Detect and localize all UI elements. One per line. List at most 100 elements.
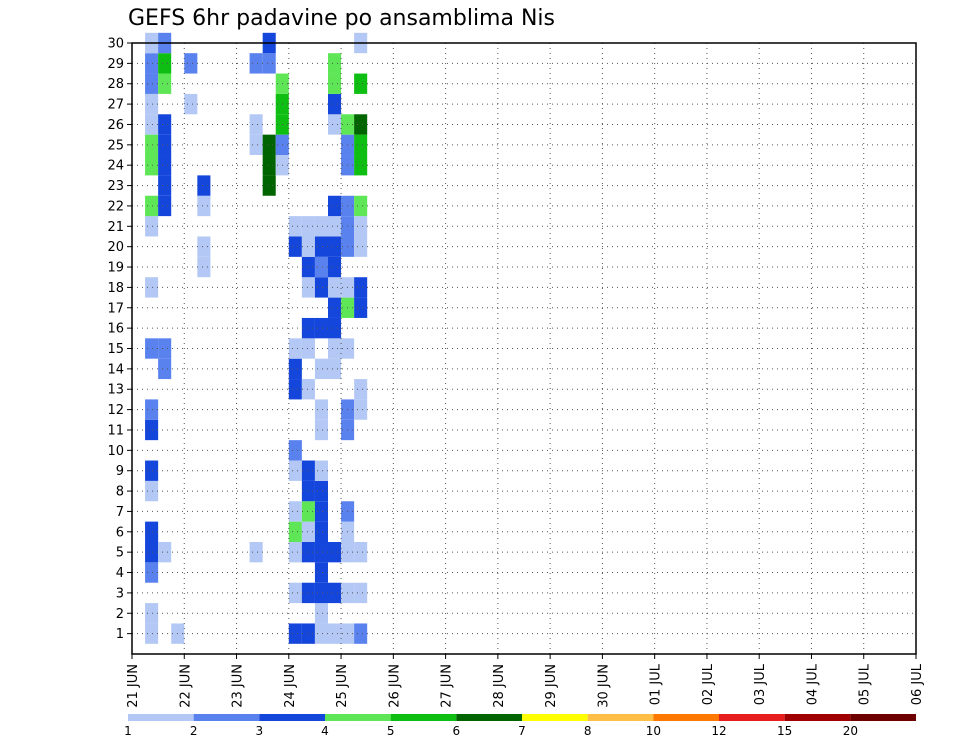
heatmap-cell: [328, 358, 342, 380]
heatmap-cell: [301, 338, 315, 359]
heatmap-cell: [328, 195, 342, 217]
heatmap-cell: [328, 541, 342, 563]
legend-swatch: [128, 714, 194, 721]
heatmap-cell: [354, 399, 368, 420]
y-tick-label: 4: [116, 566, 124, 581]
heatmap-cell: [197, 236, 211, 257]
legend-label: 4: [321, 724, 329, 738]
legend-label: 1: [124, 724, 132, 738]
heatmap-cell: [314, 216, 328, 237]
heatmap-cell: [301, 480, 315, 502]
heatmap-cell: [301, 317, 315, 339]
heatmap-cell: [301, 501, 315, 522]
heatmap-cells: [145, 32, 368, 644]
legend-swatch: [456, 714, 522, 721]
heatmap-cell: [184, 93, 198, 115]
x-tick-label: 26 JUN: [387, 664, 402, 708]
heatmap-cell: [262, 155, 276, 176]
heatmap-cell: [314, 358, 328, 380]
heatmap-cell: [145, 399, 159, 420]
heatmap-cell: [197, 195, 211, 217]
heatmap-cell: [288, 501, 302, 522]
legend-label: 12: [711, 724, 726, 738]
heatmap-cell: [314, 582, 328, 604]
heatmap-cell: [145, 277, 159, 298]
y-tick-label: 23: [107, 179, 124, 194]
chart-title: GEFS 6hr padavine po ansamblima Nis: [128, 6, 555, 31]
legend-swatch: [259, 714, 325, 721]
x-axis: 21 JUN 22 JUN 23 JUN 24 JUN 25 JUN 26 JUN 27 J…: [126, 654, 925, 708]
heatmap-cell: [301, 236, 315, 257]
heatmap-cell: [314, 277, 328, 298]
heatmap-cell: [288, 623, 302, 644]
legend-swatch: [653, 714, 719, 721]
heatmap-cell: [158, 114, 172, 135]
heatmap-cell: [262, 175, 276, 196]
heatmap-cell: [328, 582, 342, 604]
legend-label: 8: [584, 724, 592, 738]
heatmap-cell: [288, 338, 302, 359]
heatmap-cell: [328, 93, 342, 115]
heatmap-cell: [328, 317, 342, 339]
heatmap-cell: [314, 521, 328, 542]
y-tick-label: 14: [107, 362, 124, 377]
y-tick-label: 17: [107, 301, 124, 316]
heatmap-cell: [328, 623, 342, 644]
heatmap-cell: [354, 379, 368, 400]
heatmap-cell: [197, 175, 211, 196]
legend-swatch: [522, 714, 588, 721]
heatmap-cell: [314, 501, 328, 522]
heatmap-cell: [301, 277, 315, 298]
legend-swatch: [390, 714, 457, 721]
legend-swatch: [784, 714, 851, 721]
x-tick-label: 22 JUN: [178, 664, 193, 708]
y-tick-label: 5: [116, 546, 124, 561]
heatmap-cell: [314, 460, 328, 481]
heatmap-cell: [249, 114, 263, 135]
heatmap-cell: [158, 338, 172, 359]
x-tick-label: 04 JUL: [805, 663, 820, 705]
heatmap-cell: [288, 521, 302, 542]
x-tick-label: 28 JUN: [492, 664, 507, 708]
y-tick-label: 18: [107, 281, 124, 296]
heatmap-cell: [328, 338, 342, 359]
heatmap-cell: [145, 460, 159, 481]
heatmap-cell: [301, 379, 315, 400]
heatmap-cell: [301, 460, 315, 481]
x-tick-label: 25 JUN: [335, 664, 350, 708]
heatmap-cell: [354, 582, 368, 604]
heatmap-cell: [262, 134, 276, 156]
heatmap-cell: [354, 216, 368, 237]
heatmap-cell: [314, 419, 328, 441]
y-tick-label: 28: [107, 77, 124, 92]
heatmap-cell: [158, 134, 172, 156]
heatmap-cell: [197, 256, 211, 278]
heatmap-cell: [249, 134, 263, 156]
heatmap-cell: [354, 236, 368, 257]
heatmap-cell: [288, 358, 302, 380]
heatmap-cell: [158, 195, 172, 217]
y-tick-label: 7: [116, 505, 124, 520]
heatmap-cell: [145, 541, 159, 563]
y-axis: 1234567891011121314151617181920212223242…: [107, 37, 132, 642]
heatmap-cell: [301, 623, 315, 644]
heatmap-cell: [301, 256, 315, 278]
legend-label: 3: [256, 724, 264, 738]
heatmap-cell: [249, 53, 263, 74]
heatmap-cell: [314, 317, 328, 339]
heatmap-cell: [328, 216, 342, 237]
heatmap-cell: [158, 541, 172, 563]
x-tick-label: 21 JUN: [126, 664, 141, 708]
x-tick-label: 05 JUL: [858, 663, 873, 705]
heatmap-cell: [288, 216, 302, 237]
heatmap-cell: [145, 134, 159, 156]
heatmap-cell: [301, 582, 315, 604]
y-tick-label: 21: [107, 220, 124, 235]
legend-label: 20: [843, 724, 858, 738]
heatmap-cell: [354, 134, 368, 156]
y-tick-label: 16: [107, 322, 124, 337]
y-tick-label: 10: [107, 444, 124, 459]
heatmap-cell: [184, 53, 198, 74]
legend-label: 2: [190, 724, 198, 738]
heatmap-cell: [158, 155, 172, 176]
